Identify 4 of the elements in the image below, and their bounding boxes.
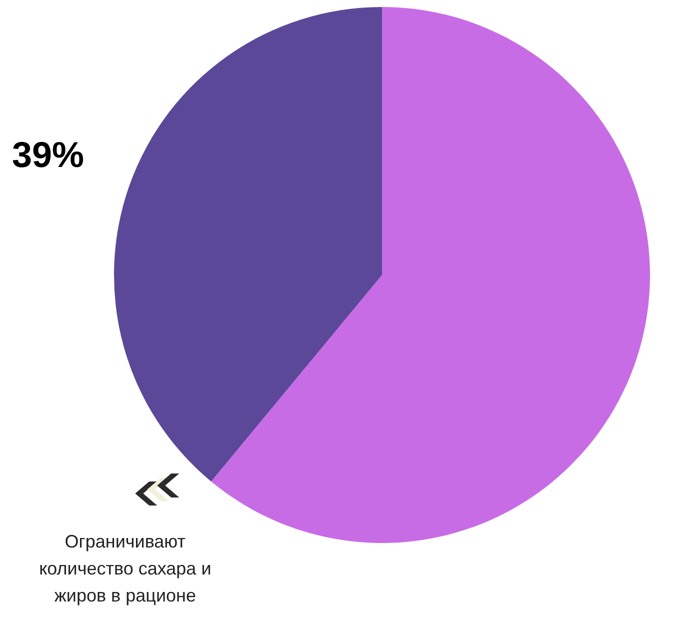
slice-label: Ограничивают количество сахара и жиров в рационе xyxy=(39,532,212,606)
data-label: 39% xyxy=(12,134,84,175)
pie-slice xyxy=(211,7,650,543)
pie-slice xyxy=(114,7,382,482)
